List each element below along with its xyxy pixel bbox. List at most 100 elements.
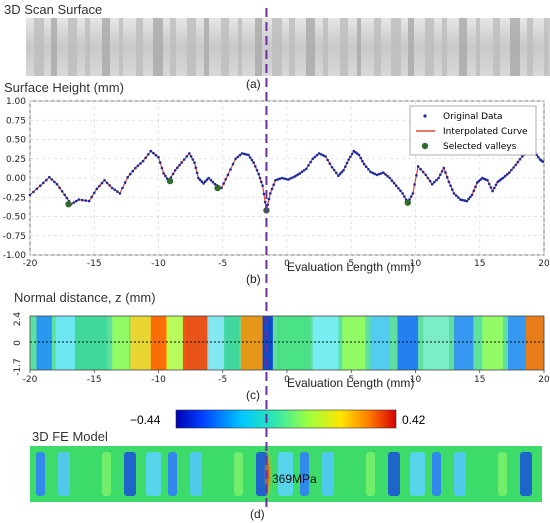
data-point — [479, 178, 482, 181]
data-point — [287, 178, 290, 181]
c-xlabel: Evaluation Length (mm) — [287, 376, 414, 390]
chart-legend: Original Data Interpolated Curve Selecte… — [409, 105, 537, 156]
data-point — [260, 180, 263, 184]
b-xtick: 15 — [474, 259, 485, 269]
data-point — [424, 173, 428, 177]
data-point — [247, 153, 250, 157]
data-point — [53, 180, 56, 184]
heatmap-band — [370, 316, 390, 370]
data-point — [307, 164, 310, 167]
data-point — [516, 160, 520, 164]
data-point — [250, 158, 254, 162]
data-point — [474, 185, 477, 188]
data-point — [205, 178, 209, 182]
c-xtick: 5 — [348, 375, 354, 385]
data-point — [103, 179, 106, 182]
data-point — [419, 168, 422, 171]
scan-title: 3D Scan Surface — [4, 2, 103, 17]
data-point — [98, 184, 101, 188]
data-point — [501, 176, 505, 180]
data-point — [430, 182, 434, 186]
data-point — [451, 188, 454, 191]
data-point — [131, 169, 135, 173]
b-ytick: 0.50 — [6, 136, 26, 146]
heatmap-band — [36, 316, 52, 370]
data-point — [467, 197, 470, 201]
data-point — [324, 155, 327, 158]
data-point — [136, 164, 140, 167]
heatmap-band — [526, 316, 544, 370]
data-point — [411, 192, 415, 195]
data-point — [154, 153, 158, 157]
data-point — [58, 186, 61, 190]
data-point — [55, 182, 59, 186]
data-point — [489, 186, 493, 189]
scan-ridge — [68, 18, 77, 76]
data-point — [185, 155, 189, 158]
data-point — [254, 165, 257, 168]
data-point — [236, 155, 239, 159]
data-point — [444, 171, 447, 174]
data-point — [110, 186, 114, 190]
data-point — [459, 198, 462, 201]
data-point — [261, 184, 264, 187]
fe-band — [190, 452, 202, 496]
data-point — [134, 166, 137, 170]
data-point — [289, 177, 292, 180]
heatmap-band — [508, 316, 527, 370]
colorbar: −0.44 0.42 — [130, 409, 426, 429]
data-point — [401, 192, 404, 195]
data-point — [416, 165, 420, 168]
data-point — [493, 186, 496, 190]
data-point — [257, 172, 261, 176]
colorbar-min: −0.44 — [130, 413, 161, 427]
scan-ridge — [544, 18, 550, 76]
data-point — [203, 180, 207, 183]
b-ytick: 0.75 — [6, 116, 26, 126]
data-point — [158, 161, 162, 164]
data-point — [520, 155, 524, 158]
b-xtick: -5 — [218, 259, 227, 269]
data-point — [126, 175, 129, 179]
data-point — [162, 172, 165, 175]
data-point — [390, 179, 394, 182]
data-point — [116, 190, 119, 193]
data-point — [178, 163, 181, 167]
b-ytick: -1.00 — [3, 251, 27, 261]
data-point — [375, 173, 379, 177]
heatmap-band — [342, 316, 366, 370]
scan-ridge — [102, 18, 110, 76]
legend-marker-valleys — [421, 142, 429, 150]
data-point — [146, 153, 150, 156]
fe-model-title: 3D FE Model — [32, 429, 108, 444]
heatmap-band — [207, 316, 227, 370]
data-point — [202, 182, 205, 185]
b-xtick: 0 — [284, 259, 290, 269]
panel-label-b: (b) — [246, 272, 261, 286]
data-point — [487, 182, 491, 186]
data-point — [347, 158, 351, 161]
scan-ridge — [221, 18, 229, 76]
heatmap-band — [312, 316, 339, 370]
scan-ridge — [136, 18, 143, 76]
data-point — [144, 156, 147, 159]
data-point — [118, 192, 122, 195]
data-point — [193, 161, 196, 164]
fe-band — [454, 452, 466, 496]
data-point — [442, 166, 446, 170]
scan-ridge — [306, 18, 315, 76]
fe-band — [58, 452, 70, 496]
scan-ridge — [340, 18, 348, 76]
data-point — [463, 199, 467, 202]
data-point — [50, 178, 54, 181]
scan-ridge — [391, 18, 401, 76]
b-ytick: -0.25 — [3, 193, 26, 203]
data-point — [330, 165, 334, 169]
c-xtick: -10 — [151, 375, 166, 385]
data-point — [364, 165, 368, 168]
heatmap-band — [423, 316, 449, 370]
data-point — [371, 171, 375, 175]
data-point — [81, 198, 84, 202]
data-point — [298, 172, 302, 175]
data-point — [160, 166, 164, 170]
